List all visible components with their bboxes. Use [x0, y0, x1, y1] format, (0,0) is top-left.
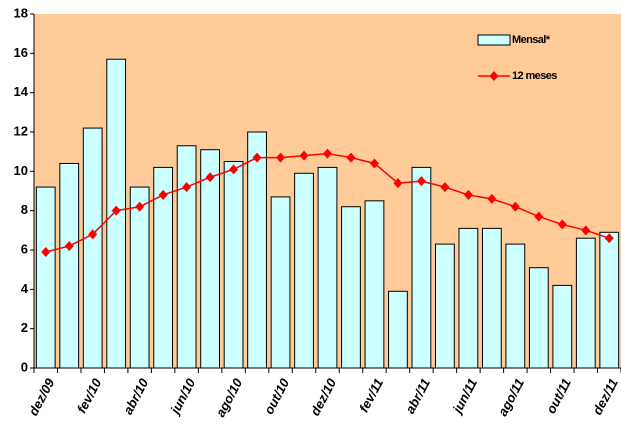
bar: [528, 267, 549, 369]
x-tick-label: jun/10: [166, 375, 198, 418]
x-tick-label: out/10: [261, 375, 293, 417]
bar: [317, 166, 338, 369]
bar: [35, 186, 56, 369]
bar: [599, 231, 620, 369]
bar: [200, 149, 220, 369]
bar: [129, 186, 150, 369]
x-tick-label: dez/10: [307, 375, 339, 418]
x-tick-label: fev/10: [74, 375, 105, 415]
marker: [323, 148, 332, 159]
y-tick-label: 8: [21, 202, 28, 217]
bar: [270, 196, 291, 369]
marker: [135, 201, 145, 212]
y-tick-label: 10: [14, 163, 28, 178]
marker: [111, 205, 121, 216]
bar: [223, 161, 244, 369]
bar: [176, 145, 197, 369]
y-tick-label: 14: [14, 84, 29, 99]
bar: [388, 290, 408, 369]
bar: [341, 206, 361, 369]
bar: [575, 237, 596, 369]
y-tick-label: 0: [21, 359, 28, 374]
marker: [534, 211, 544, 222]
bar: [458, 227, 479, 369]
marker: [158, 189, 168, 200]
marker: [369, 158, 379, 169]
x-tick-label: jun/11: [449, 376, 480, 417]
marker: [41, 246, 51, 257]
marker: [346, 152, 356, 163]
y-tick-label: 18: [14, 5, 28, 20]
bar: [505, 243, 526, 369]
bar: [294, 172, 314, 369]
marker: [463, 189, 473, 200]
x-tick-label: abr/11: [402, 376, 433, 416]
marker: [393, 178, 403, 189]
marker: [440, 182, 450, 193]
bar: [481, 227, 502, 369]
marker: [299, 150, 309, 161]
marker: [64, 241, 74, 252]
marker: [604, 233, 614, 244]
legend-marker: [489, 71, 499, 81]
legend-label: Mensal*: [512, 34, 551, 46]
x-tick-label: out/11: [543, 376, 574, 416]
legend-swatch: [477, 34, 511, 46]
bar: [59, 162, 80, 369]
marker: [205, 172, 215, 183]
bar: [411, 166, 432, 369]
marker: [416, 176, 426, 187]
y-tick-label: 16: [14, 45, 28, 60]
bar: [552, 284, 573, 369]
marker: [557, 219, 567, 230]
marker: [252, 152, 262, 163]
bar: [435, 243, 455, 369]
y-tick-label: 2: [21, 320, 28, 335]
bar: [247, 131, 267, 369]
marker: [229, 164, 239, 175]
y-tick-label: 12: [14, 123, 28, 138]
marker: [581, 225, 591, 236]
x-tick-label: abr/10: [120, 375, 152, 417]
bar: [364, 200, 385, 369]
marker: [182, 182, 192, 193]
marker: [276, 152, 286, 163]
x-tick-label: ago/10: [213, 375, 246, 419]
legend-label: 12 meses: [512, 70, 557, 82]
x-tick-label: fev/11: [356, 376, 386, 415]
marker: [487, 193, 497, 204]
x-tick-label: dez/09: [26, 375, 58, 418]
marker: [88, 229, 98, 240]
y-tick-label: 6: [21, 241, 28, 256]
marker: [510, 201, 520, 212]
x-tick-label: ago/11: [495, 376, 527, 419]
y-tick-label: 4: [21, 281, 29, 296]
x-tick-label: dez/11: [589, 376, 620, 417]
bar: [82, 127, 103, 369]
